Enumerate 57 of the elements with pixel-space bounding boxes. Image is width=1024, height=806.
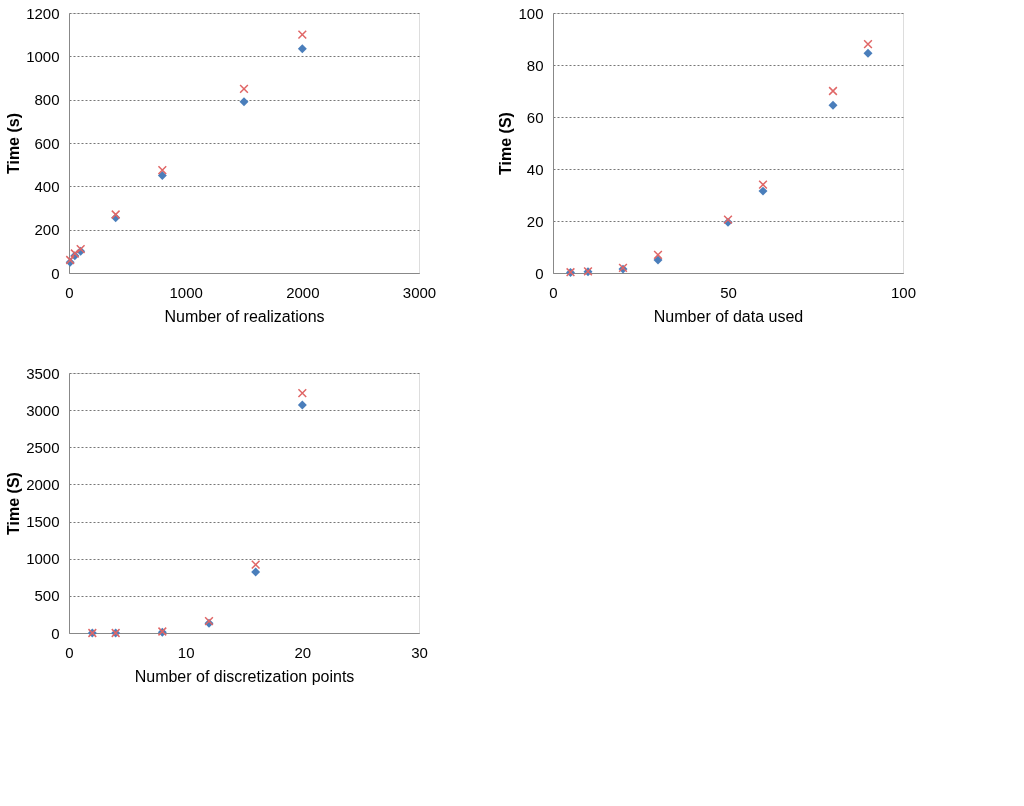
x-tick-label: 0 bbox=[65, 283, 74, 301]
y-tick-label: 0 bbox=[51, 624, 60, 642]
y-tick-label: 20 bbox=[526, 212, 544, 230]
x-tick-label: 50 bbox=[720, 283, 737, 301]
y-axis-title: Time (s) bbox=[5, 112, 23, 175]
point bbox=[863, 48, 873, 58]
y-tick-label: 0 bbox=[535, 264, 544, 282]
y-tick-label: 3500 bbox=[26, 364, 60, 382]
x-axis-title: Number of discretization points bbox=[134, 667, 355, 685]
point bbox=[111, 209, 121, 220]
y-tick-label: 40 bbox=[526, 160, 544, 178]
y-tick-label: 800 bbox=[34, 91, 60, 109]
point bbox=[828, 100, 838, 110]
x-tick-label: 2000 bbox=[286, 283, 320, 301]
x-tick-label: 30 bbox=[411, 643, 428, 661]
point bbox=[758, 179, 768, 190]
y-tick-label: 100 bbox=[518, 4, 544, 22]
y-axis-title: Time (S) bbox=[5, 472, 23, 535]
x-tick-label: 20 bbox=[294, 643, 312, 661]
y-tick-label: 1200 bbox=[26, 4, 60, 22]
point bbox=[653, 255, 663, 265]
x-tick-label: 0 bbox=[65, 643, 74, 661]
y-tick-label: 1000 bbox=[26, 550, 60, 568]
point bbox=[239, 97, 249, 107]
point bbox=[251, 567, 261, 577]
point bbox=[863, 39, 873, 49]
point bbox=[157, 171, 167, 180]
x-tick-label: 3000 bbox=[402, 283, 437, 301]
x-axis-title: Number of realizations bbox=[164, 307, 325, 325]
y-tick-label: 3000 bbox=[26, 401, 60, 419]
x-tick-label: 10 bbox=[177, 643, 195, 661]
y-tick-label: 0 bbox=[51, 264, 60, 282]
y-tick-label: 600 bbox=[34, 134, 60, 152]
y-tick-label: 500 bbox=[34, 587, 60, 605]
point bbox=[828, 86, 838, 96]
point bbox=[251, 560, 261, 570]
y-tick-label: 200 bbox=[34, 221, 60, 239]
y-tick-label: 60 bbox=[526, 108, 544, 126]
point bbox=[297, 400, 307, 410]
x-tick-label: 1000 bbox=[169, 283, 203, 301]
y-axis-title: Time (S) bbox=[497, 112, 515, 175]
y-tick-label: 400 bbox=[34, 177, 60, 195]
point bbox=[758, 186, 768, 196]
point bbox=[157, 165, 167, 175]
x-axis-title: Number of data used bbox=[653, 307, 804, 325]
point bbox=[653, 250, 663, 260]
y-tick-label: 2000 bbox=[26, 475, 60, 493]
point bbox=[297, 388, 307, 398]
point bbox=[297, 30, 307, 40]
y-tick-label: 1000 bbox=[26, 47, 60, 65]
x-tick-label: 100 bbox=[890, 283, 917, 301]
y-tick-label: 2500 bbox=[26, 438, 60, 456]
y-tick-label: 80 bbox=[526, 56, 544, 74]
point bbox=[239, 84, 249, 94]
x-tick-label: 0 bbox=[549, 283, 558, 301]
y-tick-label: 1500 bbox=[26, 513, 60, 531]
point bbox=[297, 44, 307, 54]
